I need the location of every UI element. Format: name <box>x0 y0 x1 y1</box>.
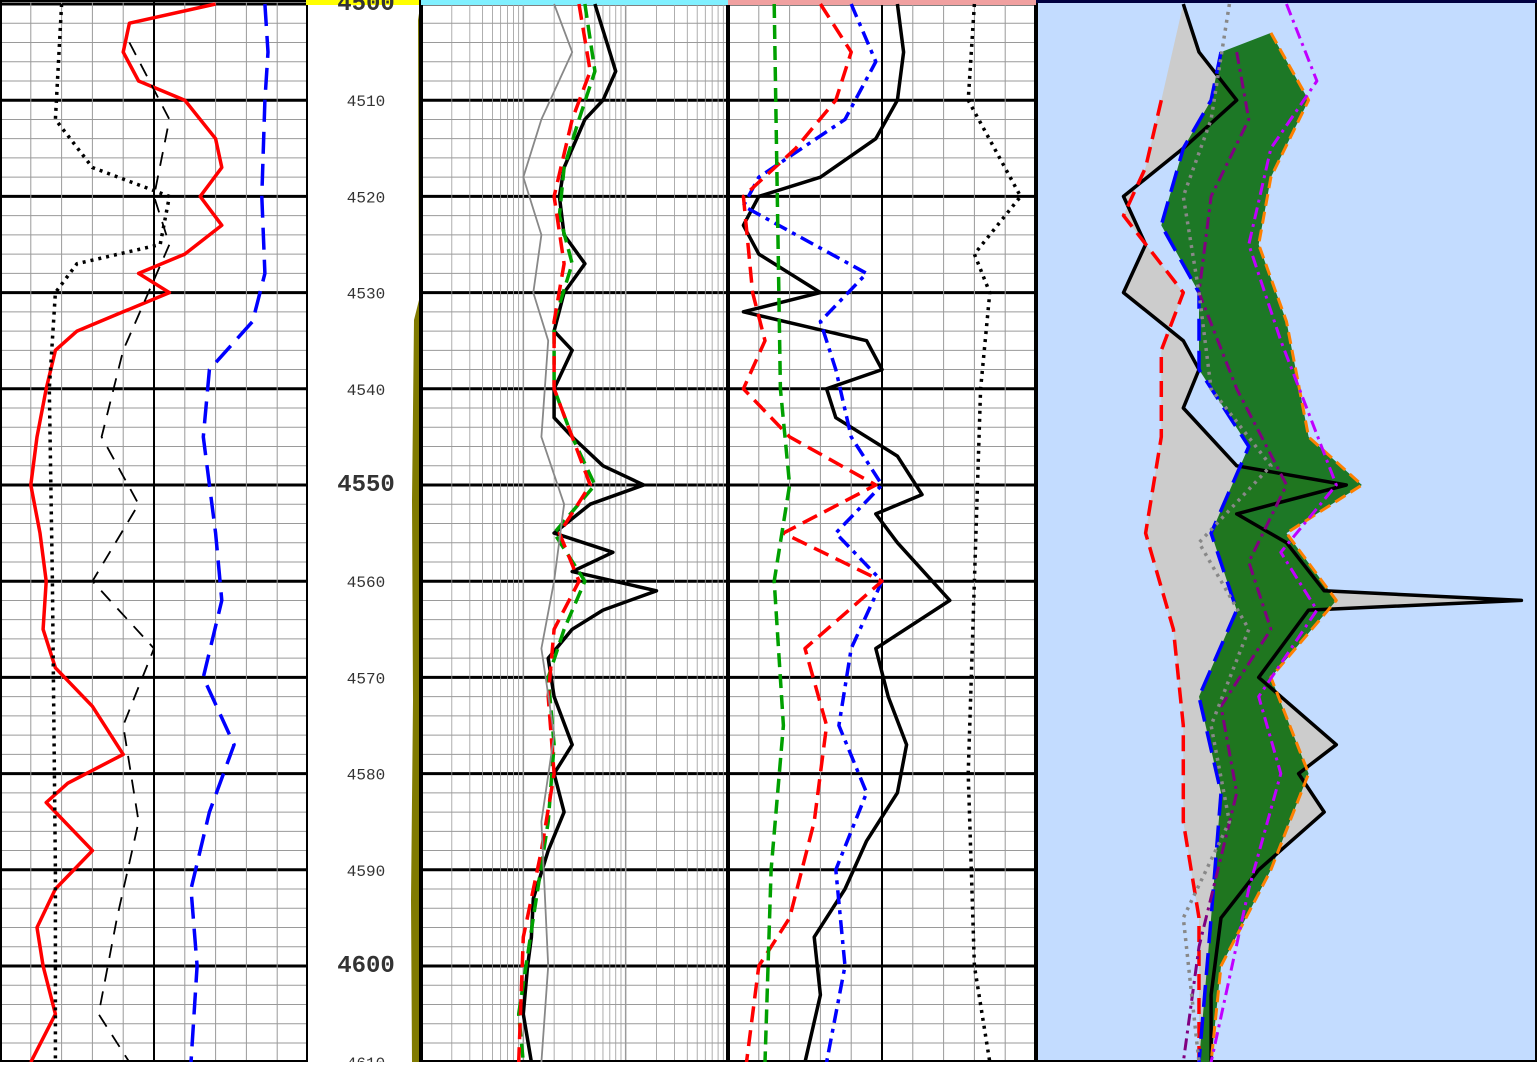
depth-label: 4560 <box>347 574 385 592</box>
series-red-dash-line <box>1121 99 1201 1062</box>
series-gray-thin-line <box>522 3 574 1062</box>
track-3 <box>728 0 1036 1062</box>
depth-label: 4570 <box>347 670 385 688</box>
series-black-dot-line <box>47 3 172 1062</box>
track-1 <box>0 0 308 1062</box>
depth-label: 4610 <box>347 1055 385 1062</box>
series-magenta-dashdot-line <box>1209 3 1338 1062</box>
series-red-dash-line <box>741 3 884 1062</box>
caliper-fill <box>411 0 421 1062</box>
depth-label: 4590 <box>347 863 385 881</box>
header-dark-bar <box>1036 0 1537 3</box>
series-blue-dash-line <box>1159 51 1251 1062</box>
series-gray-dot-line <box>1181 3 1273 1062</box>
depth-background <box>308 0 421 1062</box>
series-black-dash-thin-line <box>91 42 171 1062</box>
series-black-solid-line <box>521 3 659 1062</box>
series-green-dash-line <box>763 3 792 1062</box>
track-3-plot <box>728 0 1036 1062</box>
track-1-plot <box>0 0 308 1062</box>
series-purple-dashdot-line <box>1181 51 1288 1062</box>
track-border <box>0 0 308 1062</box>
series-blue-dash-line <box>189 3 270 1062</box>
depth-label: 4530 <box>347 286 385 304</box>
depth-label: 4550 <box>337 472 395 499</box>
header-cyan-bar <box>421 0 728 5</box>
depth-track-plot: 4500 4510 4520 4530 4540 4550 4560 4570 4580 4590… <box>308 0 421 1062</box>
depth-label: 4510 <box>347 93 385 111</box>
series-black-solid-line <box>741 3 952 1062</box>
depth-label: 4540 <box>347 382 385 400</box>
track-4 <box>1036 0 1537 1062</box>
depth-label: 4520 <box>347 189 385 207</box>
gas-fill-area <box>1161 32 1362 1062</box>
depth-label: 4500 <box>337 0 395 18</box>
depth-label: 4600 <box>337 953 395 980</box>
series-red-solid-line <box>29 2 224 1062</box>
header-marker <box>306 0 308 5</box>
track-2-plot <box>421 0 728 1062</box>
series-orange-dash-line <box>1209 32 1364 1062</box>
track-4-plot <box>1036 0 1537 1062</box>
series-black-dot-line <box>966 3 1023 1062</box>
series-black-solid-line <box>1121 3 1524 1062</box>
header-yellow-bar <box>308 0 421 5</box>
track-background <box>421 0 728 1062</box>
header-pink-bar <box>728 0 1036 5</box>
series-green-dash-line <box>516 3 597 1062</box>
series-red-dash-line <box>516 3 592 1062</box>
track-2 <box>421 0 728 1062</box>
depth-track: 4500 4510 4520 4530 4540 4550 4560 4570 4580 4590… <box>308 0 421 1062</box>
depth-label: 4580 <box>347 767 385 785</box>
